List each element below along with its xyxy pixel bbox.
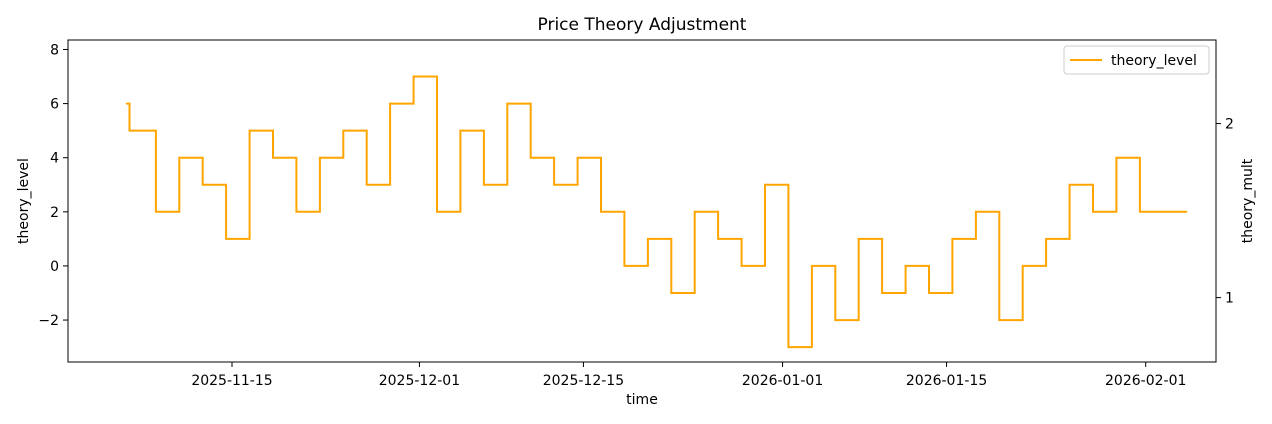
x-tick-label: 2026-01-01 (742, 373, 823, 389)
data-point (225, 238, 227, 240)
y-tick-label: −2 (38, 313, 59, 329)
data-point (647, 238, 649, 240)
y2-axis-label: theory_mult (1240, 158, 1256, 243)
y-tick-label: 4 (50, 151, 59, 167)
data-point (740, 265, 743, 267)
chart-title: Price Theory Adjustment (538, 15, 747, 35)
data-point (483, 184, 485, 186)
y2-axis-ticks: 12 (1216, 117, 1234, 307)
data-point (529, 156, 532, 159)
legend-box (1063, 45, 1210, 75)
series-layer (125, 75, 1188, 349)
data-point (248, 129, 251, 132)
data-point (693, 211, 696, 213)
data-point (1139, 211, 1141, 213)
data-point (342, 129, 345, 132)
data-point (857, 238, 860, 240)
series-line-theory_level (126, 75, 1187, 349)
data-point (412, 75, 415, 78)
data-point (787, 346, 790, 348)
y-tick-label: 8 (50, 42, 59, 58)
data-point (1045, 238, 1047, 240)
x-tick-label: 2025-12-15 (543, 373, 624, 389)
data-point (1021, 265, 1024, 267)
data-point (295, 211, 298, 213)
plot-frame (67, 39, 1217, 363)
data-point (1092, 211, 1094, 213)
data-point (1185, 211, 1188, 213)
data-point (576, 156, 579, 159)
data-point (1162, 211, 1165, 213)
data-point (201, 184, 204, 186)
data-point (600, 211, 602, 213)
data-point (506, 102, 509, 105)
data-point (155, 211, 157, 213)
data-point (881, 292, 883, 294)
data-point (272, 156, 274, 159)
data-point (436, 211, 438, 213)
data-point (178, 156, 181, 159)
data-point (459, 129, 462, 132)
data-point (389, 102, 391, 105)
data-point (764, 184, 766, 186)
data-point (319, 156, 321, 159)
x-tick-label: 2026-02-01 (1105, 373, 1186, 389)
y-tick-label: 6 (50, 97, 59, 113)
y-axis-label: theory_level (16, 158, 32, 244)
y2-tick-label: 2 (1225, 117, 1234, 133)
data-point (998, 319, 1001, 321)
data-point (1068, 184, 1071, 186)
data-point (951, 238, 954, 240)
data-point (670, 292, 673, 294)
x-axis-ticks: 2025-11-15 2025-12-01 2025-12-15 2026-01-01… (191, 362, 1186, 389)
data-point (125, 102, 128, 105)
y-tick-label: 2 (50, 205, 59, 221)
data-point (365, 184, 368, 186)
x-tick-label: 2026-01-15 (906, 373, 987, 389)
legend-label: theory_level (1111, 53, 1197, 69)
data-point (834, 319, 837, 321)
data-point (717, 238, 719, 240)
data-point (811, 265, 813, 267)
data-point (1115, 156, 1118, 159)
y2-tick-label: 1 (1225, 291, 1234, 307)
y-axis-ticks: −2 0 2 4 6 8 (38, 42, 68, 329)
data-point (928, 292, 930, 294)
data-point (553, 184, 555, 186)
x-tick-label: 2025-11-15 (191, 373, 272, 389)
x-tick-label: 2025-12-01 (379, 373, 460, 389)
data-point (128, 129, 131, 132)
data-point (975, 211, 977, 213)
data-point (904, 265, 907, 267)
data-point (623, 265, 626, 267)
legend: theory_level (1063, 45, 1210, 75)
x-axis-label: time (626, 392, 658, 408)
y-tick-label: 0 (50, 259, 59, 275)
